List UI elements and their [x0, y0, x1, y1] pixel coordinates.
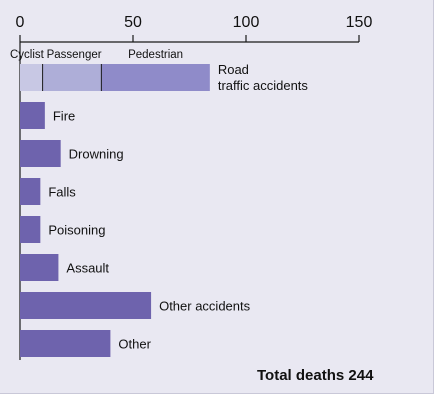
- category-bars: Fire Drowning Falls Poisoning Assault Other a…: [20, 102, 251, 357]
- segment-label-cyclist: Cyclist: [10, 49, 45, 61]
- category-label: Falls: [48, 185, 76, 200]
- segment-label-pedestrian: Pedestrian: [128, 49, 183, 61]
- category-label-road-traffic-1: Road: [218, 62, 249, 77]
- x-axis: 0 50 100 150: [16, 14, 373, 43]
- bar-other: [20, 330, 111, 357]
- category-label: Other: [118, 337, 151, 352]
- stacked-segment-cyclist: [20, 64, 43, 91]
- category-label: Other accidents: [159, 299, 251, 314]
- category-label: Poisoning: [48, 223, 105, 238]
- category-label-road-traffic-2: traffic accidents: [218, 78, 309, 93]
- stacked-segment-passenger: [42, 64, 102, 91]
- bar-poisoning: [20, 216, 41, 243]
- x-tick-label: 150: [346, 14, 373, 31]
- bar-drowning: [20, 140, 61, 167]
- category-label: Assault: [66, 261, 109, 276]
- bar-assault: [20, 254, 59, 281]
- bar-other-accidents: [20, 292, 152, 319]
- x-tick-label: 0: [16, 14, 25, 31]
- stacked-segment-pedestrian: [101, 64, 210, 91]
- bar-falls: [20, 178, 41, 205]
- total-deaths-label: Total deaths 244: [257, 367, 374, 384]
- x-tick-label: 50: [124, 14, 142, 31]
- category-label: Fire: [53, 109, 75, 124]
- x-axis-ticks: 0 50 100 150: [16, 14, 373, 42]
- category-label: Drowning: [69, 147, 124, 162]
- segment-label-passenger: Passenger: [47, 49, 102, 61]
- x-tick-label: 100: [233, 14, 260, 31]
- bar-fire: [20, 102, 45, 129]
